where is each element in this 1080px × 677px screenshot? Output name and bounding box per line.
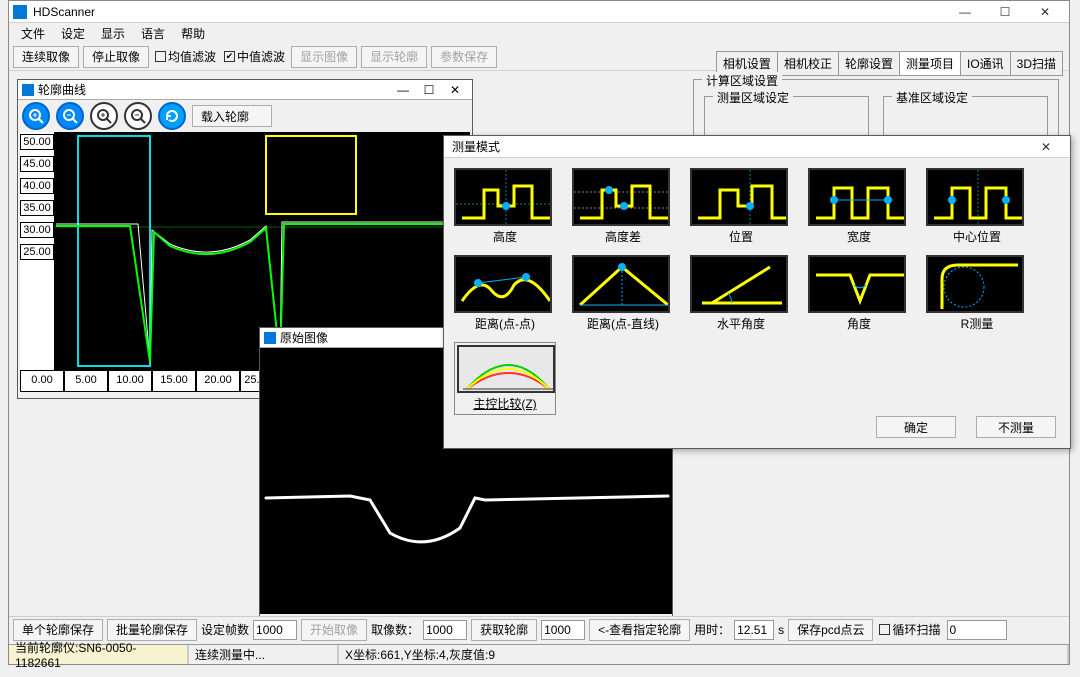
dialog-title-bar: 测量模式 ✕ — [444, 136, 1070, 158]
mode-width[interactable]: 宽度 — [808, 168, 910, 245]
status-mode: 连续测量中... — [189, 645, 339, 664]
extract-profile-button[interactable]: 获取轮廓 — [471, 619, 537, 641]
tab-io[interactable]: IO通讯 — [960, 51, 1011, 75]
loop-value-input[interactable] — [947, 620, 1007, 640]
start-capture-button[interactable]: 开始取像 — [301, 619, 367, 641]
load-profile-button[interactable]: 载入轮廓 — [192, 105, 272, 127]
mode-height[interactable]: 高度 — [454, 168, 556, 245]
zoom-in-plus-icon[interactable] — [22, 102, 50, 130]
mode-horiz-angle[interactable]: 水平角度 — [690, 255, 792, 332]
zoom-out-minus-icon[interactable] — [56, 102, 84, 130]
dialog-buttons: 确定 不测量 — [876, 416, 1056, 438]
status-scanner: 当前轮廓仪:SN6-0050-1182661 — [9, 645, 189, 664]
app-title: HDScanner — [33, 5, 945, 19]
mode-row-1: 高度 高度差 位置 宽度 — [454, 168, 1060, 245]
menu-help[interactable]: 帮助 — [173, 23, 213, 44]
continuous-capture-button[interactable]: 连续取像 — [13, 46, 79, 68]
set-frames-input[interactable] — [253, 620, 297, 640]
stop-capture-button[interactable]: 停止取像 — [83, 46, 149, 68]
time-label: 用时： — [694, 621, 730, 638]
mode-master-compare[interactable]: 主控比较(Z) — [454, 342, 556, 415]
tab-profile-settings[interactable]: 轮廓设置 — [838, 51, 900, 75]
menu-settings[interactable]: 设定 — [53, 23, 93, 44]
mode-dist-pp[interactable]: 距离(点-点) — [454, 255, 556, 332]
ref-region-legend: 基准区域设定 — [892, 89, 972, 106]
mode-row-3: 主控比较(Z) — [454, 342, 1060, 415]
profile-minimize-icon[interactable]: — — [390, 83, 416, 97]
measure-region-legend: 测量区域设定 — [713, 89, 793, 106]
save-pcd-button[interactable]: 保存pcd点云 — [788, 619, 873, 641]
tab-measure-items[interactable]: 测量项目 — [899, 51, 961, 75]
capture-count-input[interactable] — [423, 620, 467, 640]
mode-center[interactable]: 中心位置 — [926, 168, 1028, 245]
profile-toolbar: 载入轮廓 — [18, 100, 472, 132]
profile-maximize-icon[interactable]: ☐ — [416, 83, 442, 97]
close-icon[interactable]: ✕ — [1025, 1, 1065, 23]
show-profile-button[interactable]: 显示轮廓 — [361, 46, 427, 68]
tab-3d-scan[interactable]: 3D扫描 — [1010, 51, 1063, 75]
dialog-body: 高度 高度差 位置 宽度 — [444, 158, 1070, 435]
extract-profile-input[interactable] — [541, 620, 585, 640]
mode-height-diff[interactable]: 高度差 — [572, 168, 674, 245]
dialog-no-measure-button[interactable]: 不测量 — [976, 416, 1056, 438]
menu-bar: 文件 设定 显示 语言 帮助 — [9, 23, 1069, 43]
menu-display[interactable]: 显示 — [93, 23, 133, 44]
tab-camera-calib[interactable]: 相机校正 — [777, 51, 839, 75]
calc-region-legend: 计算区域设置 — [702, 72, 782, 89]
maximize-icon[interactable]: ☐ — [985, 1, 1025, 23]
dialog-ok-button[interactable]: 确定 — [876, 416, 956, 438]
mode-row-2: 距离(点-点) 距离(点-直线) 水平角度 角度 — [454, 255, 1060, 332]
zoom-out-icon[interactable] — [124, 102, 152, 130]
save-params-button[interactable]: 参数保存 — [431, 46, 497, 68]
minimize-icon[interactable]: — — [945, 1, 985, 23]
loop-scan-checkbox[interactable]: 循环扫描 — [879, 621, 940, 638]
measurement-mode-dialog: 测量模式 ✕ 高度 高度差 位置 — [443, 135, 1071, 449]
view-profile-button[interactable]: <-查看指定轮廓 — [589, 619, 690, 641]
status-coords: X坐标:661,Y坐标:4,灰度值:9 — [339, 645, 1069, 664]
profile-icon — [22, 84, 34, 96]
raw-image-icon — [264, 332, 276, 344]
zoom-in-icon[interactable] — [90, 102, 118, 130]
set-frames-label: 设定帧数 — [201, 621, 249, 638]
profile-close-icon[interactable]: ✕ — [442, 83, 468, 97]
profile-title: 轮廓曲线 — [38, 81, 390, 98]
time-unit: s — [778, 623, 784, 637]
capture-count-label: 取像数： — [371, 621, 419, 638]
show-image-button[interactable]: 显示图像 — [291, 46, 357, 68]
time-value — [734, 620, 774, 640]
title-bar: HDScanner — ☐ ✕ — [9, 1, 1069, 23]
dialog-title: 测量模式 — [448, 138, 1026, 155]
mode-position[interactable]: 位置 — [690, 168, 792, 245]
mode-angle[interactable]: 角度 — [808, 255, 910, 332]
dialog-close-icon[interactable]: ✕ — [1026, 136, 1066, 158]
app-icon — [13, 5, 27, 19]
median-filter-checkbox[interactable]: ✔中值滤波 — [224, 48, 285, 65]
refresh-icon[interactable] — [158, 102, 186, 130]
mode-dist-pl[interactable]: 距离(点-直线) — [572, 255, 674, 332]
menu-file[interactable]: 文件 — [13, 23, 53, 44]
mode-r-measure[interactable]: R测量 — [926, 255, 1028, 332]
menu-language[interactable]: 语言 — [133, 23, 173, 44]
single-save-button[interactable]: 单个轮廓保存 — [13, 619, 103, 641]
status-bar: 当前轮廓仪:SN6-0050-1182661 连续测量中... X坐标:661,… — [9, 644, 1069, 664]
batch-save-button[interactable]: 批量轮廓保存 — [107, 619, 197, 641]
app-window: HDScanner — ☐ ✕ 文件 设定 显示 语言 帮助 连续取像 停止取像… — [8, 0, 1070, 665]
profile-title-bar: 轮廓曲线 — ☐ ✕ — [18, 80, 472, 100]
mean-filter-checkbox[interactable]: 均值滤波 — [155, 48, 216, 65]
